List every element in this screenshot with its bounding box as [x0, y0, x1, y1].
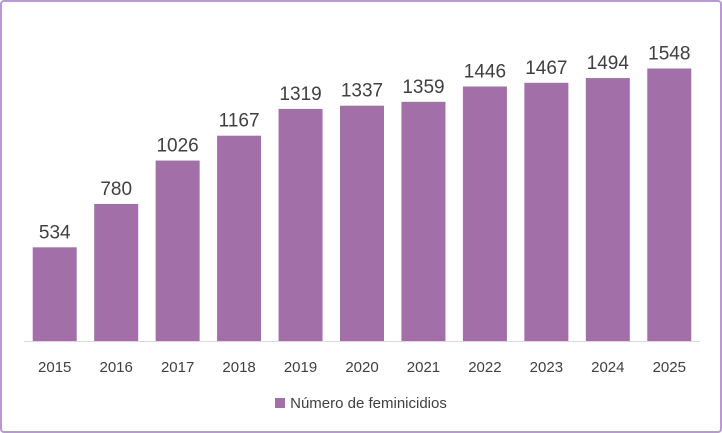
- x-tick-label-2025: 2025: [653, 359, 686, 376]
- bar-2016: [94, 203, 139, 342]
- bar-2015: [32, 247, 77, 342]
- x-tick-label-2022: 2022: [468, 359, 501, 376]
- x-tick-label-2021: 2021: [407, 359, 440, 376]
- legend: Número de feminicidios: [0, 395, 722, 412]
- value-label-2023: 1467: [525, 58, 567, 79]
- legend-swatch: [275, 398, 286, 409]
- value-label-2022: 1446: [464, 61, 506, 82]
- value-labels-group: 534 780 1026 1167 1319 1337 1359 1446 1467 1494 15…: [39, 44, 691, 244]
- value-label-2018: 1167: [219, 111, 260, 132]
- value-label-2017: 1026: [156, 136, 198, 157]
- x-tick-label-2024: 2024: [591, 359, 624, 376]
- bar-2022: [462, 86, 507, 342]
- value-label-2020: 1337: [341, 81, 383, 102]
- bar-2021: [401, 101, 446, 342]
- bar-2018: [217, 135, 262, 342]
- value-label-2015: 534: [39, 222, 71, 243]
- legend-label: Número de feminicidios: [290, 395, 447, 412]
- x-tick-label-2023: 2023: [530, 359, 563, 376]
- value-label-2021: 1359: [402, 77, 444, 98]
- x-tick-label-2020: 2020: [345, 359, 378, 376]
- x-tick-label-2017: 2017: [161, 359, 194, 376]
- bar-2019: [278, 108, 323, 342]
- bar-2020: [340, 105, 384, 342]
- bar-2025: [647, 68, 692, 342]
- x-tick-label-2019: 2019: [284, 359, 317, 376]
- bar-2024: [585, 78, 630, 342]
- x-tick-labels-group: 2015 2016 2017 2018 2019 2020 2021 2022 2023 2024…: [38, 359, 686, 376]
- value-label-2024: 1494: [587, 53, 630, 74]
- x-tick-label-2016: 2016: [99, 359, 132, 376]
- bar-2023: [524, 82, 569, 342]
- x-tick-label-2015: 2015: [38, 359, 71, 376]
- x-tick-label-2018: 2018: [222, 359, 255, 376]
- value-label-2019: 1319: [279, 84, 321, 105]
- value-label-2025: 1548: [648, 44, 690, 65]
- bar-2017: [155, 160, 200, 342]
- bars-group: [32, 68, 692, 342]
- value-label-2016: 780: [100, 179, 132, 200]
